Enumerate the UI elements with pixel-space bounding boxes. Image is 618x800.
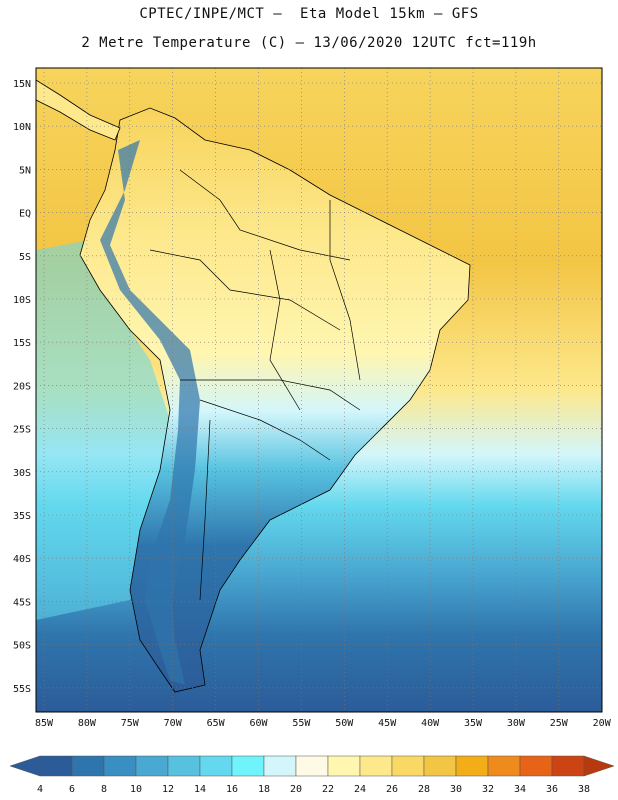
chart-subtitle: 2 Metre Temperature (C) — 13/06/2020 12U… xyxy=(81,35,537,51)
lat-label: 30S xyxy=(13,468,31,479)
lat-label: EQ xyxy=(19,209,31,220)
map-frame xyxy=(35,67,603,713)
lon-label: 30W xyxy=(507,718,526,729)
colorbar-swatch xyxy=(551,755,585,777)
colorbar-label: 4 xyxy=(37,784,43,795)
lat-label: 10S xyxy=(13,295,31,306)
colorbar-label: 10 xyxy=(130,784,142,795)
colorbar-label: 8 xyxy=(101,784,107,795)
lat-label: 5S xyxy=(19,252,31,263)
lon-label: 80W xyxy=(78,718,97,729)
lat-label: 15N xyxy=(13,79,31,90)
colorbar-swatch xyxy=(135,755,169,777)
colorbar-swatch xyxy=(295,755,329,777)
latitude-labels: 15N 10N 5N EQ 5S 10S 15S 20S 25S 30S 35S 40S 45S 50S 5… xyxy=(13,79,31,695)
lon-label: 40W xyxy=(421,718,440,729)
colorbar-label: 24 xyxy=(354,784,366,795)
colorbar-swatch xyxy=(71,755,105,777)
colorbar-swatch xyxy=(39,755,73,777)
colorbar-label: 6 xyxy=(69,784,75,795)
colorbar-swatch xyxy=(103,755,137,777)
colorbar-label: 20 xyxy=(290,784,302,795)
lon-label: 65W xyxy=(207,718,226,729)
lon-label: 55W xyxy=(292,718,311,729)
lon-label: 70W xyxy=(164,718,183,729)
lon-label: 20W xyxy=(593,718,612,729)
longitude-labels: 85W 80W 75W 70W 65W 60W 55W 50W 45W 40W 35W 30W 25W 2… xyxy=(35,718,612,729)
lat-label: 10N xyxy=(13,122,31,133)
colorbar-swatch xyxy=(423,755,457,777)
pacific-cool-band xyxy=(36,240,170,620)
colorbar-swatch xyxy=(167,755,201,777)
colorbar: 4 6 8 10 12 14 16 18 20 22 24 26 28 30 32 34 36 38 xyxy=(9,755,615,795)
colorbar-label: 12 xyxy=(162,784,174,795)
colorbar-swatch xyxy=(231,755,265,777)
lat-label: 55S xyxy=(13,684,31,695)
colorbar-swatch xyxy=(519,755,553,777)
colorbar-label: 32 xyxy=(482,784,494,795)
colorbar-label: 36 xyxy=(546,784,558,795)
colorbar-label: 26 xyxy=(386,784,398,795)
colorbar-high-arrow xyxy=(583,755,615,777)
colorbar-swatch xyxy=(487,755,521,777)
colorbar-label: 28 xyxy=(418,784,430,795)
colorbar-swatch xyxy=(359,755,393,777)
lat-label: 25S xyxy=(13,425,31,436)
lon-label: 60W xyxy=(249,718,268,729)
lat-label: 50S xyxy=(13,641,31,652)
lat-label: 35S xyxy=(13,511,31,522)
colorbar-label: 22 xyxy=(322,784,334,795)
lat-label: 5N xyxy=(19,165,31,176)
lat-label: 45S xyxy=(13,597,31,608)
lat-label: 20S xyxy=(13,381,31,392)
lat-label: 40S xyxy=(13,554,31,565)
colorbar-low-arrow xyxy=(9,755,41,777)
lon-label: 45W xyxy=(378,718,397,729)
colorbar-label: 18 xyxy=(258,784,270,795)
colorbar-swatch xyxy=(263,755,297,777)
lon-label: 25W xyxy=(550,718,569,729)
chart-title: CPTEC/INPE/MCT — Eta Model 15km — GFS xyxy=(139,6,479,22)
colorbar-swatch xyxy=(327,755,361,777)
colorbar-label: 16 xyxy=(226,784,238,795)
colorbar-label: 14 xyxy=(194,784,206,795)
country-borders xyxy=(149,169,361,601)
colorbar-label: 34 xyxy=(514,784,526,795)
lon-label: 35W xyxy=(464,718,483,729)
lon-label: 50W xyxy=(335,718,354,729)
andes-cold-strip xyxy=(100,140,200,685)
colorbar-swatch xyxy=(199,755,233,777)
lat-label: 15S xyxy=(13,338,31,349)
colorbar-swatch xyxy=(455,755,489,777)
colorbar-swatch xyxy=(391,755,425,777)
colorbar-label: 38 xyxy=(578,784,590,795)
lon-label: 75W xyxy=(121,718,140,729)
colorbar-label: 30 xyxy=(450,784,462,795)
lon-label: 85W xyxy=(35,718,54,729)
